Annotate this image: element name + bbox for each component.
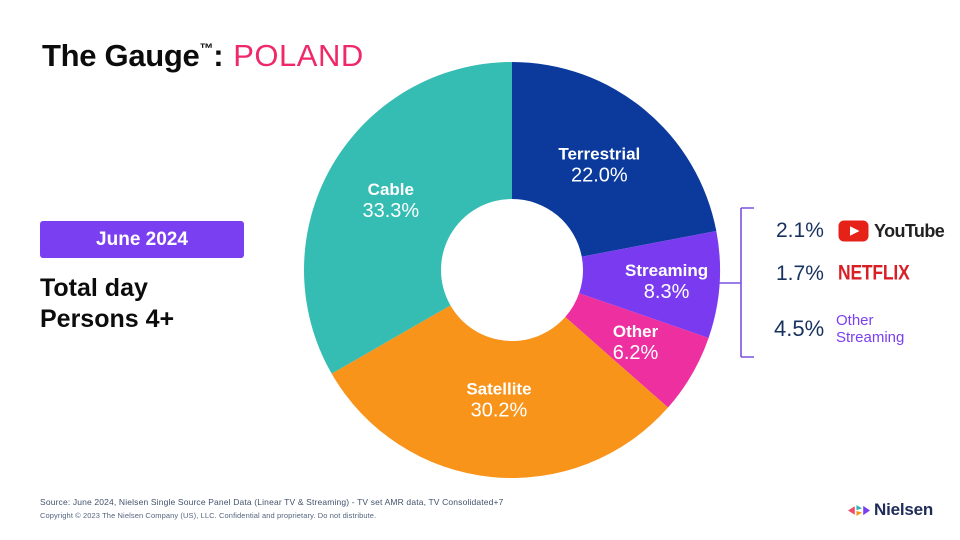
youtube-share-value: 2.1% <box>776 219 824 242</box>
segment-label-cable: Cable 33.3% <box>362 180 419 222</box>
date-badge: June 2024 <box>40 221 244 258</box>
segment-label-satellite: Satellite 30.2% <box>466 379 531 421</box>
nielsen-logo: Nielsen <box>848 500 933 520</box>
trademark-symbol: ™ <box>199 40 214 56</box>
breakdown-row-other-streaming: 4.5% Other Streaming <box>774 312 924 346</box>
other-streaming-label: Other Streaming <box>836 312 905 346</box>
youtube-icon <box>838 220 869 242</box>
nielsen-wordmark: Nielsen <box>874 500 934 519</box>
footer: Source: June 2024, Nielsen Single Source… <box>40 497 504 520</box>
audience-label: Total day Persons 4+ <box>40 273 174 335</box>
breakdown-row-netflix: 1.7% NETFLIX <box>776 262 916 286</box>
netflix-share-value: 1.7% <box>776 262 824 285</box>
donut-segment-streaming <box>579 231 721 338</box>
audience-line-1: Total day <box>40 274 148 302</box>
netflix-wordmark: NETFLIX <box>838 261 910 286</box>
youtube-wordmark: YouTube <box>874 220 945 241</box>
nielsen-logo-icon <box>848 502 870 519</box>
donut-segment-other <box>565 293 709 408</box>
donut-segment-cable <box>304 62 512 374</box>
segment-label-other: Other 6.2% <box>613 322 659 364</box>
source-note: Source: June 2024, Nielsen Single Source… <box>40 497 504 507</box>
copyright-note: Copyright © 2023 The Nielsen Company (US… <box>40 511 377 520</box>
title-colon: : <box>213 38 224 73</box>
donut-segment-satellite <box>331 305 669 478</box>
segment-label-streaming: Streaming 8.3% <box>625 261 708 303</box>
other-streaming-share-value: 4.5% <box>774 316 825 341</box>
title-prefix: The Gauge <box>42 38 200 73</box>
breakdown-row-youtube: 2.1% YouTube <box>776 219 945 243</box>
segment-label-terrestrial: Terrestrial 22.0% <box>558 144 640 186</box>
page-title: The Gauge™: POLAND <box>42 38 364 74</box>
audience-line-2: Persons 4+ <box>40 305 175 333</box>
streaming-bracket <box>716 207 754 358</box>
title-region: POLAND <box>233 38 364 73</box>
donut-segment-terrestrial <box>512 62 717 257</box>
